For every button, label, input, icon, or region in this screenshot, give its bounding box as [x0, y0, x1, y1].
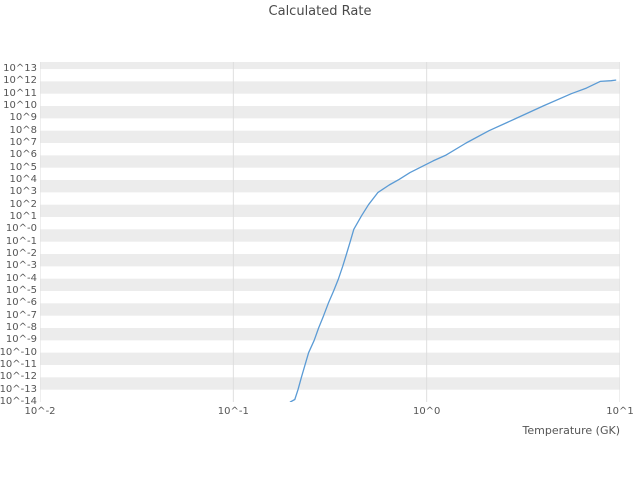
y-tick-label: 10^10: [3, 100, 37, 111]
y-tick-label: 10^4: [9, 174, 37, 185]
grid-band: [40, 278, 620, 292]
y-tick-label: 10^13: [3, 63, 37, 74]
y-tick-label: 10^-9: [5, 334, 37, 346]
grid-band: [40, 130, 620, 144]
grid-band: [40, 303, 620, 316]
grid-band: [40, 155, 620, 168]
y-tick-label: 10^-0: [5, 223, 37, 235]
y-tick-label: 10^-3: [5, 260, 37, 272]
y-tick-label: 10^-7: [5, 309, 37, 321]
y-tick-label: 10^-6: [5, 297, 37, 309]
y-tick-label: 10^5: [9, 161, 37, 173]
rate-curve: [289, 79, 617, 403]
y-tick-label: 10^-14: [0, 396, 37, 407]
y-tick-label: 10^7: [9, 137, 37, 148]
grid-band: [40, 328, 620, 341]
y-tick-label: 10^-11: [0, 359, 37, 370]
plot-area: [39, 62, 621, 403]
x-axis-label: Temperature (GK): [522, 424, 621, 437]
grid-band: [40, 229, 620, 242]
y-tick-label: 10^-10: [0, 346, 37, 358]
grid-band: [40, 377, 620, 390]
x-tick-label: 10^-1: [217, 406, 249, 417]
grid-band: [40, 180, 620, 193]
y-tick-label: 10^6: [9, 149, 37, 161]
y-tick-label: 10^2: [9, 198, 37, 210]
y-tick-label: 10^12: [3, 75, 37, 87]
y-tick-label: 10^-4: [5, 272, 37, 284]
y-tick-label: 10^-1: [5, 235, 37, 247]
rate-chart-svg: [39, 62, 621, 403]
y-tick-label: 10^11: [3, 87, 37, 99]
y-tick-label: 10^3: [9, 186, 37, 198]
grid-band: [40, 81, 620, 94]
y-tick-label: 10^-2: [5, 248, 37, 259]
y-tick-label: 10^-13: [0, 383, 37, 395]
grid-band: [40, 254, 620, 267]
grid-band: [40, 352, 620, 365]
x-tick-label: 10^0: [412, 406, 441, 417]
grid-band: [40, 62, 620, 70]
x-tick-label: 10^-2: [24, 406, 56, 417]
chart-title: Calculated Rate: [268, 4, 372, 19]
y-tick-label: 10^-5: [5, 285, 37, 296]
grid-band: [40, 106, 620, 119]
y-tick-label: 10^1: [9, 211, 37, 222]
y-tick-label: 10^-8: [5, 322, 37, 333]
y-tick-label: 10^9: [9, 112, 37, 124]
y-tick-label: 10^-12: [0, 371, 37, 383]
grid-band: [40, 204, 620, 218]
y-tick-label: 10^8: [9, 124, 37, 136]
x-tick-label: 10^1: [606, 406, 634, 417]
